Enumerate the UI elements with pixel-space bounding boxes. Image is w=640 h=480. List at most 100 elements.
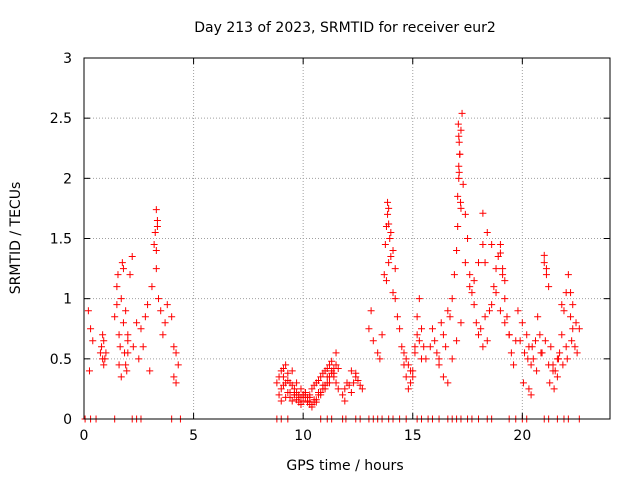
data-point: [439, 373, 447, 381]
data-point: [118, 259, 126, 267]
data-point: [545, 283, 553, 291]
data-point: [415, 337, 423, 345]
data-point: [133, 319, 141, 327]
data-point: [409, 373, 417, 381]
data-point: [541, 337, 549, 345]
data-point: [492, 265, 500, 273]
data-point: [352, 369, 360, 377]
data-point: [323, 373, 331, 381]
x-tick-label: 0: [80, 428, 89, 444]
data-point: [170, 343, 178, 351]
data-point: [456, 150, 464, 158]
data-point: [563, 355, 571, 363]
data-point: [389, 289, 397, 297]
data-point: [315, 389, 323, 397]
data-point: [124, 337, 132, 345]
data-point: [152, 206, 160, 214]
data-point: [85, 367, 93, 375]
data-point: [275, 391, 283, 399]
x-tick-label: 5: [189, 428, 198, 444]
data-point: [536, 331, 544, 339]
data-point: [540, 251, 548, 259]
data-point: [442, 343, 450, 351]
data-point: [334, 385, 342, 393]
data-point: [413, 331, 421, 339]
data-point: [556, 349, 564, 357]
data-point: [332, 361, 340, 369]
y-tick-label: 1.5: [50, 232, 72, 248]
data-point: [122, 361, 130, 369]
data-point: [122, 307, 130, 315]
data-point: [387, 253, 395, 261]
data-point: [448, 295, 456, 303]
data-point: [172, 349, 180, 357]
data-point: [553, 373, 561, 381]
data-point: [288, 367, 296, 375]
data-point: [123, 367, 131, 375]
data-point: [431, 337, 439, 345]
data-point: [418, 355, 426, 363]
data-point: [288, 397, 296, 405]
data-point: [455, 168, 463, 176]
axis-ticks: 0 5 10 15 20 0 0.5 1 1.5 2 2.5 3: [50, 51, 610, 444]
data-point: [420, 343, 428, 351]
y-tick-label: 3: [63, 51, 72, 67]
data-point: [315, 376, 323, 384]
data-point: [385, 204, 393, 212]
data-point: [524, 355, 532, 363]
data-point: [444, 379, 452, 387]
data-point: [415, 295, 423, 303]
data-point: [170, 373, 178, 381]
x-tick-label: 15: [404, 428, 422, 444]
data-point: [559, 361, 567, 369]
data-point: [146, 367, 154, 375]
data-point: [391, 295, 399, 303]
data-point: [115, 331, 123, 339]
data-point: [381, 241, 389, 249]
data-point: [475, 259, 482, 267]
data-point: [277, 397, 285, 405]
data-point: [483, 228, 491, 236]
data-point: [472, 319, 480, 327]
data-point: [347, 389, 355, 397]
data-point: [501, 277, 509, 285]
data-point: [119, 319, 127, 327]
data-point: [479, 343, 487, 351]
data-point: [516, 337, 524, 345]
data-point: [550, 385, 558, 393]
data-point: [100, 337, 108, 345]
data-point: [483, 337, 491, 345]
data-point: [155, 295, 163, 303]
data-point: [325, 379, 333, 387]
data-point: [448, 355, 456, 363]
data-point: [459, 180, 467, 188]
data-point: [284, 369, 292, 377]
data-point: [466, 271, 474, 279]
data-point: [277, 385, 285, 393]
data-point: [332, 379, 340, 387]
data-point: [519, 379, 527, 387]
data-point: [490, 283, 498, 291]
data-point: [470, 277, 478, 285]
data-point: [89, 337, 97, 345]
data-point: [542, 271, 550, 279]
data-point: [124, 331, 132, 339]
data-point: [321, 385, 329, 393]
data-point: [153, 222, 161, 230]
data-point: [488, 301, 496, 309]
data-point: [117, 295, 125, 303]
data-point: [454, 192, 462, 200]
data-point: [113, 301, 121, 309]
data-point: [567, 313, 575, 321]
data-point: [150, 241, 158, 249]
y-tick-label: 0: [63, 412, 72, 428]
data-point: [505, 331, 513, 339]
data-point: [385, 259, 393, 267]
data-point: [279, 373, 287, 381]
data-point: [454, 222, 462, 230]
data-point: [391, 265, 399, 273]
data-point: [481, 259, 489, 267]
data-point: [481, 313, 489, 321]
data-point: [567, 289, 575, 297]
